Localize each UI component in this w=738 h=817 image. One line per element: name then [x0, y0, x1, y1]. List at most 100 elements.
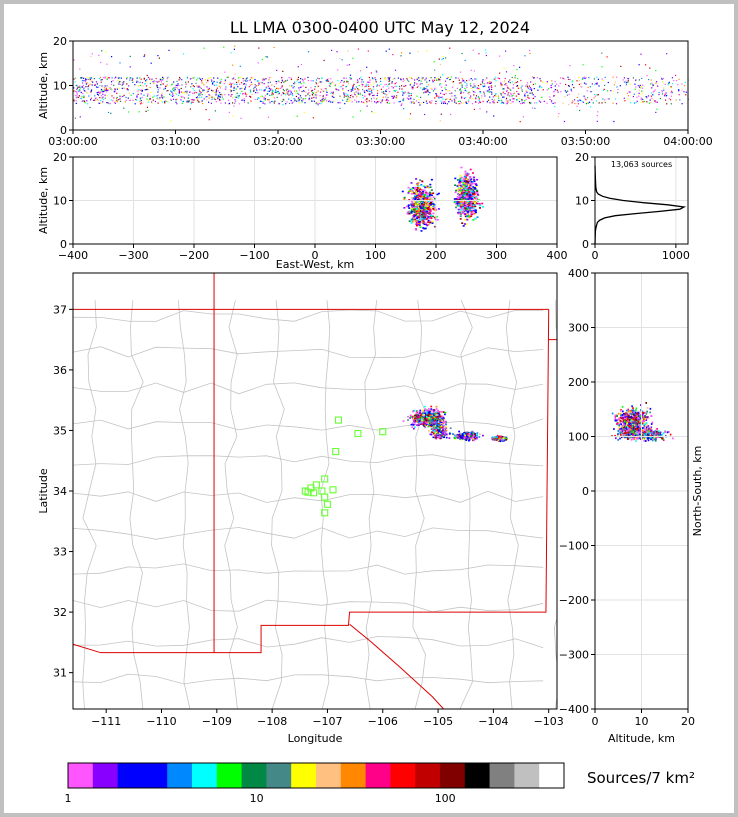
time-altitude-point	[183, 97, 185, 99]
ns-point	[650, 415, 652, 417]
ns-point	[641, 432, 643, 435]
time-altitude-point	[161, 92, 163, 94]
time-altitude-point	[559, 82, 561, 84]
ew-point	[411, 203, 413, 206]
ew-point	[416, 190, 419, 193]
time-altitude-point	[79, 87, 81, 89]
time-altitude-point	[641, 85, 643, 88]
time-altitude-point	[386, 79, 388, 81]
ew-point	[411, 191, 414, 193]
time-altitude-point	[499, 55, 501, 57]
plan-view-point	[433, 420, 436, 422]
time-altitude-point	[332, 93, 334, 95]
time-altitude-point	[287, 93, 289, 95]
time-altitude-point	[297, 66, 299, 68]
time-altitude-point	[394, 77, 396, 80]
time-altitude-point	[86, 82, 88, 84]
time-altitude-point	[388, 99, 390, 102]
time-altitude-point	[478, 97, 480, 99]
ew-point	[410, 197, 413, 199]
time-altitude-point	[261, 58, 263, 61]
time-altitude-point	[466, 80, 468, 82]
time-altitude-point	[363, 90, 365, 92]
time-altitude-point	[688, 79, 690, 81]
time-altitude-point	[534, 83, 536, 85]
ns-point	[611, 412, 614, 415]
time-altitude-point	[289, 85, 291, 87]
time-altitude-point	[195, 82, 197, 84]
ns-point	[624, 422, 626, 425]
time-altitude-point	[350, 90, 352, 92]
time-altitude-point	[406, 79, 409, 81]
plan-view-point	[425, 409, 428, 411]
time-altitude-point	[357, 79, 359, 81]
ew-point	[464, 205, 467, 208]
time-altitude-point	[567, 85, 570, 87]
time-altitude-point	[597, 78, 599, 80]
time-altitude-point	[76, 96, 78, 98]
time-altitude-point	[399, 85, 401, 88]
ew-point	[418, 190, 420, 192]
ew-point	[474, 217, 477, 220]
time-altitude-point	[156, 97, 159, 99]
time-altitude-point	[683, 85, 686, 87]
time-altitude-point	[429, 101, 431, 103]
ns-point	[643, 427, 645, 429]
time-altitude-point	[623, 97, 625, 99]
time-altitude-point	[115, 76, 117, 78]
time-altitude-point	[386, 94, 388, 96]
ew-point	[410, 222, 413, 224]
time-altitude-point	[263, 97, 265, 99]
ew-point	[421, 189, 424, 191]
time-altitude-point	[481, 81, 483, 83]
time-altitude-point	[216, 81, 218, 83]
time-altitude-point	[285, 94, 287, 96]
time-altitude-point	[376, 84, 378, 86]
ns-point	[649, 428, 652, 430]
time-altitude-point	[434, 77, 436, 79]
time-altitude-point	[224, 71, 226, 73]
time-altitude-point	[400, 78, 402, 80]
time-altitude-point	[73, 100, 75, 102]
time-altitude-point	[264, 99, 266, 101]
ew-point	[471, 207, 474, 210]
time-altitude-point	[467, 92, 469, 94]
ns-point	[635, 437, 638, 440]
ew-point	[427, 216, 430, 218]
time-altitude-point	[157, 102, 159, 104]
ew-point	[417, 206, 420, 209]
time-altitude-point	[493, 99, 495, 101]
time-altitude-point	[368, 88, 370, 90]
time-altitude-point	[359, 78, 361, 80]
time-altitude-point	[434, 87, 436, 89]
time-altitude-point	[486, 90, 488, 92]
time-altitude-point	[212, 82, 215, 84]
ew-point	[465, 184, 468, 186]
time-altitude-point	[525, 90, 527, 92]
time-altitude-point	[515, 81, 517, 84]
time-altitude-point	[635, 79, 637, 81]
ns-point	[662, 439, 665, 441]
ew-point	[429, 212, 432, 214]
time-altitude-point	[348, 98, 350, 100]
ew-point	[458, 187, 461, 190]
time-altitude-point	[362, 81, 364, 83]
time-altitude-point	[350, 88, 352, 90]
time-altitude-point	[267, 93, 269, 95]
time-altitude-point	[670, 86, 672, 88]
time-altitude-point	[241, 99, 244, 101]
ns-point	[655, 433, 658, 436]
time-altitude-point	[369, 81, 371, 83]
time-altitude-point	[610, 90, 612, 92]
ew-point	[459, 184, 462, 187]
time-altitude-point	[408, 92, 410, 94]
time-altitude-point	[182, 91, 185, 93]
ew-point	[469, 168, 472, 171]
time-altitude-point	[492, 96, 495, 98]
time-altitude-point	[640, 97, 642, 99]
lma-figure: LL LMA 0300-0400 UTC May 12, 2024 03:00:…	[37, 18, 713, 805]
time-altitude-point	[317, 90, 319, 92]
time-altitude-point	[542, 81, 544, 83]
time-altitude-point	[563, 120, 565, 123]
time-altitude-point	[137, 93, 139, 95]
